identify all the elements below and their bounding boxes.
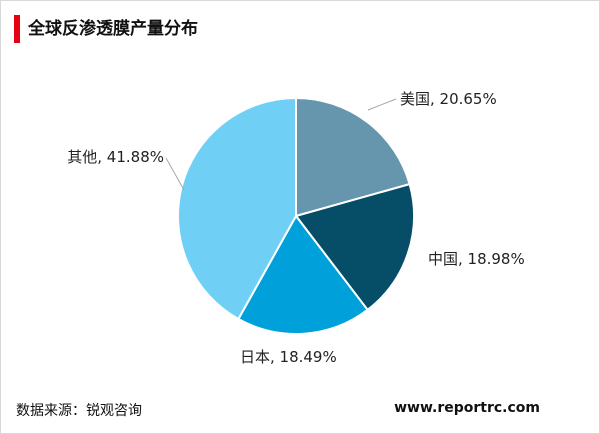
pie-chart: 美国, 20.65% 中国, 18.98% 日本, 18.49% 其他, 41.88% [67, 90, 525, 366]
chart-title: 全球反渗透膜产量分布 [28, 19, 198, 39]
slice-label-2: 中国, 18.98% [428, 250, 525, 268]
title-accent-bar [14, 15, 20, 43]
pie-slice-3 [237, 214, 369, 335]
data-source: 数据来源：锐观咨询 [16, 403, 142, 419]
website-url: www.reportrc.com [394, 400, 540, 416]
slice-label-1: 美国, 20.65% [400, 90, 497, 108]
pie-slice-1 [295, 96, 411, 218]
leader-line-4 [165, 157, 185, 191]
slice-label-3: 日本, 18.49% [240, 348, 337, 366]
pie-slice-2 [294, 182, 415, 312]
leader-line-1 [367, 98, 397, 111]
slice-label-4: 其他, 41.88% [67, 148, 164, 166]
